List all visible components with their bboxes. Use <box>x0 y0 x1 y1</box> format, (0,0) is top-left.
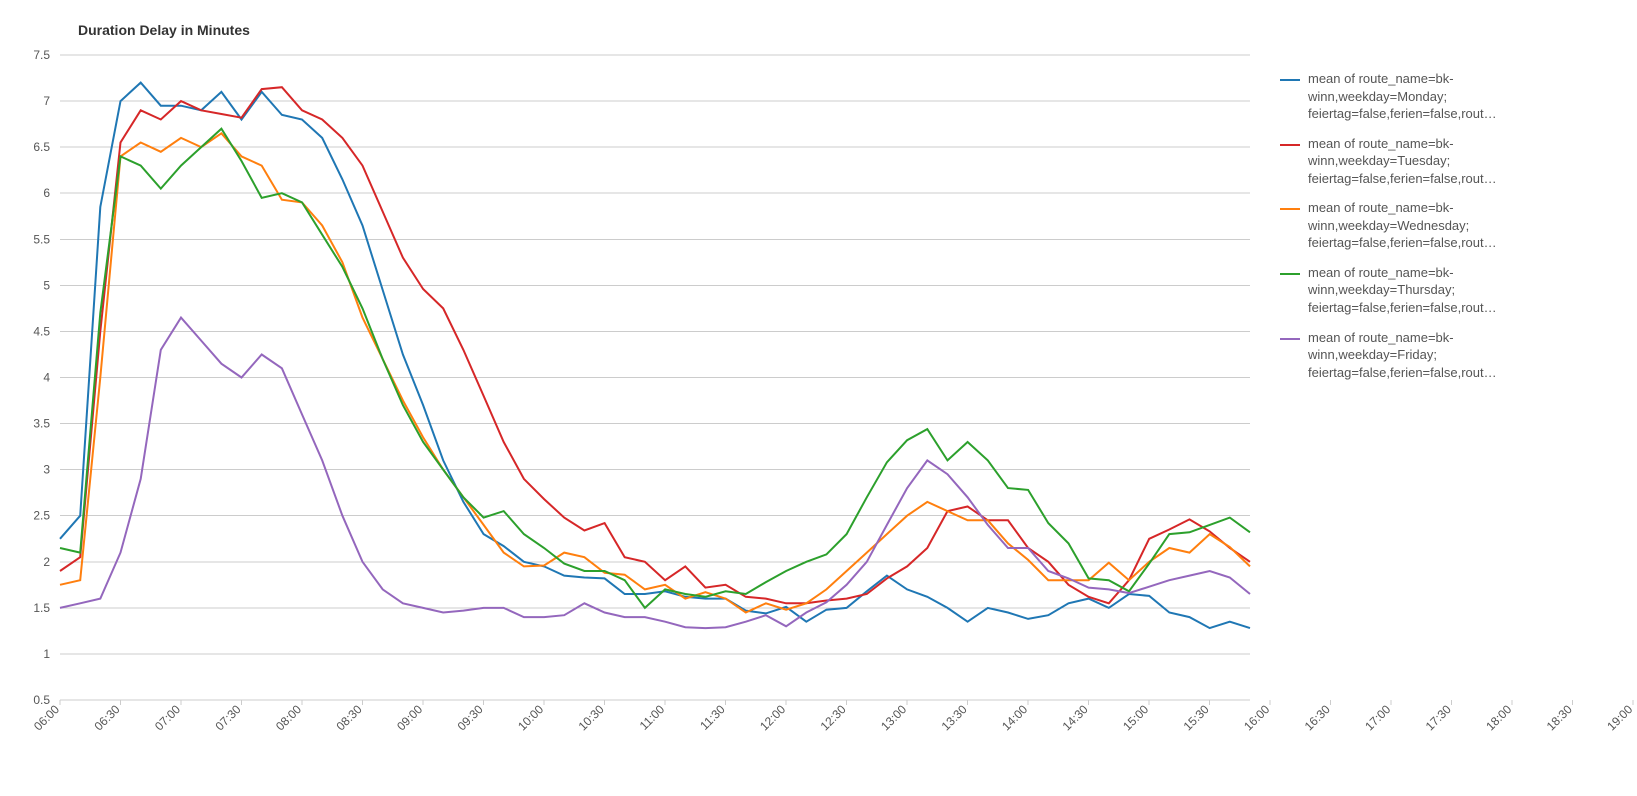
series-tuesday <box>60 87 1250 603</box>
y-tick-label: 3 <box>43 463 50 477</box>
chart-container: Duration Delay in Minutes 0.5 1 1.5 2 2.5 3 3.… <box>0 0 1637 796</box>
x-tick-label: 13:00 <box>878 702 909 733</box>
legend-swatch <box>1280 208 1300 210</box>
series-friday <box>60 318 1250 628</box>
x-tick-label: 08:30 <box>334 702 365 733</box>
x-tick-label: 09:30 <box>455 702 486 733</box>
x-tick-label: 12:30 <box>818 702 849 733</box>
y-tick-label: 6 <box>43 186 50 200</box>
x-tick-label: 14:00 <box>999 702 1030 733</box>
legend-label: mean of route_name=bk-winn,weekday=Tuesd… <box>1308 135 1497 188</box>
legend-swatch <box>1280 273 1300 275</box>
y-tick-label: 5 <box>43 278 50 292</box>
series-thursday <box>60 129 1250 608</box>
legend-item-wednesday[interactable]: mean of route_name=bk-winn,weekday=Wedne… <box>1280 199 1497 252</box>
y-tick-label: 7.5 <box>33 48 50 62</box>
x-tick-label: 15:00 <box>1120 702 1151 733</box>
legend-label: mean of route_name=bk-winn,weekday=Frida… <box>1308 329 1497 382</box>
x-tick-label: 18:00 <box>1483 702 1514 733</box>
x-tick-label: 11:30 <box>697 702 728 733</box>
legend-item-tuesday[interactable]: mean of route_name=bk-winn,weekday=Tuesd… <box>1280 135 1497 188</box>
series-monday <box>60 83 1250 629</box>
y-tick-label: 1 <box>43 647 50 661</box>
legend-label: mean of route_name=bk-winn,weekday=Monda… <box>1308 70 1497 123</box>
x-tick-label: 14:30 <box>1060 702 1091 733</box>
x-tick-label: 13:30 <box>939 702 970 733</box>
x-tick-label: 07:30 <box>213 702 244 733</box>
y-tick-label: 6.5 <box>33 140 50 154</box>
legend-swatch <box>1280 338 1300 340</box>
y-tick-label: 2 <box>43 555 50 569</box>
x-tick-label: 10:30 <box>576 702 607 733</box>
y-tick-label: 7 <box>43 94 50 108</box>
legend-swatch <box>1280 144 1300 146</box>
y-tick-label: 0.5 <box>33 693 50 707</box>
x-tick-label: 09:00 <box>394 702 425 733</box>
y-tick-label: 1.5 <box>33 601 50 615</box>
x-tick-label: 18:30 <box>1544 702 1575 733</box>
legend-label: mean of route_name=bk-winn,weekday=Wedne… <box>1308 199 1497 252</box>
y-tick-label: 2.5 <box>33 509 50 523</box>
x-tick-label: 10:00 <box>515 702 546 733</box>
y-tick-label: 4.5 <box>33 324 50 338</box>
x-tick-label: 06:30 <box>91 702 122 733</box>
x-tick-label: 07:00 <box>152 702 183 733</box>
x-tick-label: 19:00 <box>1604 702 1635 733</box>
legend-label: mean of route_name=bk-winn,weekday=Thurs… <box>1308 264 1497 317</box>
x-tick-label: 16:00 <box>1241 702 1272 733</box>
y-tick-label: 5.5 <box>33 232 50 246</box>
x-tick-label: 12:00 <box>757 702 788 733</box>
legend-item-monday[interactable]: mean of route_name=bk-winn,weekday=Monda… <box>1280 70 1497 123</box>
chart-title: Duration Delay in Minutes <box>78 22 250 38</box>
legend-item-friday[interactable]: mean of route_name=bk-winn,weekday=Frida… <box>1280 329 1497 382</box>
x-tick-label: 16:30 <box>1302 702 1333 733</box>
x-tick-label: 17:00 <box>1362 702 1393 733</box>
series-wednesday <box>60 133 1250 612</box>
y-tick-label: 4 <box>43 371 50 385</box>
legend-item-thursday[interactable]: mean of route_name=bk-winn,weekday=Thurs… <box>1280 264 1497 317</box>
legend: mean of route_name=bk-winn,weekday=Monda… <box>1280 70 1497 393</box>
x-tick-label: 17:30 <box>1423 702 1454 733</box>
legend-swatch <box>1280 79 1300 81</box>
x-tick-label: 08:00 <box>273 702 304 733</box>
x-tick-label: 15:30 <box>1181 702 1212 733</box>
y-tick-label: 3.5 <box>33 417 50 431</box>
x-tick-label: 11:00 <box>637 702 668 733</box>
